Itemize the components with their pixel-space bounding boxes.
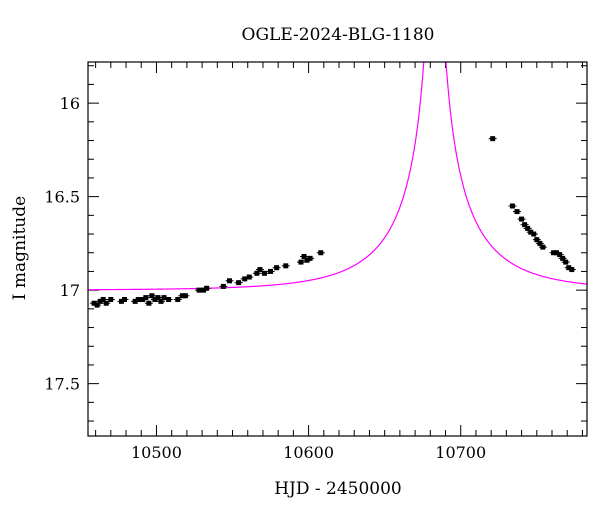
x-tick-label: 10700 [435, 443, 486, 462]
data-point [103, 300, 109, 306]
data-point [91, 300, 97, 306]
data-point [201, 287, 207, 293]
data-point [525, 225, 531, 231]
data-point [152, 296, 158, 302]
data-point [158, 298, 164, 304]
data-point [246, 274, 252, 280]
data-point [166, 296, 172, 302]
data-point [298, 259, 304, 265]
data-point [557, 252, 563, 258]
data-point [519, 216, 525, 222]
data-point [563, 259, 569, 265]
y-tick-label: 16.5 [44, 188, 80, 207]
data-point [236, 280, 242, 286]
axis-ticks [88, 62, 587, 436]
data-point [560, 255, 566, 261]
data-point [261, 270, 267, 276]
data-point [318, 250, 324, 256]
data-point [196, 287, 202, 293]
data-point [149, 293, 155, 299]
data-point [514, 209, 520, 215]
data-point [146, 300, 152, 306]
data-point [283, 263, 289, 269]
data-point [226, 278, 232, 284]
data-point [307, 255, 313, 261]
data-point [274, 265, 280, 271]
data-point [490, 136, 496, 142]
model-curve-group [88, 62, 587, 291]
data-point [522, 222, 528, 228]
data-point [97, 298, 103, 304]
data-point [569, 267, 575, 273]
y-tick-label: 16 [60, 94, 80, 113]
data-point [132, 298, 138, 304]
data-point [534, 237, 540, 243]
chart-title: OGLE-2024-BLG-1180 [242, 25, 435, 45]
data-point [268, 268, 274, 274]
data-point [528, 229, 534, 235]
data-points-group [90, 136, 576, 308]
data-point [108, 296, 114, 302]
data-point [242, 276, 248, 282]
data-point [304, 257, 310, 263]
data-point [182, 293, 188, 299]
data-point [100, 296, 106, 302]
data-point [257, 267, 263, 273]
data-point [155, 295, 161, 301]
axis-tick-labels: 10500 10600 10700 16 16.5 17 17.5 [44, 94, 486, 462]
data-point [140, 296, 146, 302]
y-tick-label: 17 [60, 281, 80, 300]
data-point [220, 283, 226, 289]
data-point [301, 253, 307, 259]
data-point [175, 296, 181, 302]
data-point [161, 295, 167, 301]
data-point [122, 296, 128, 302]
data-point [204, 285, 210, 291]
model-curve [88, 62, 587, 291]
x-tick-label: 10600 [283, 443, 334, 462]
x-tick-label: 10500 [131, 443, 182, 462]
data-point [540, 244, 546, 250]
data-point [143, 295, 149, 301]
plot-frame [87, 61, 588, 437]
data-point [94, 302, 100, 308]
y-tick-label: 17.5 [44, 375, 80, 394]
data-point [118, 298, 124, 304]
data-point [566, 265, 572, 271]
x-axis-label: HJD - 2450000 [274, 479, 402, 499]
data-point [135, 296, 141, 302]
data-point [531, 231, 537, 237]
data-point [554, 250, 560, 256]
y-axis-label: I magnitude [10, 196, 30, 300]
data-point [254, 270, 260, 276]
data-point [537, 240, 543, 246]
data-point [509, 203, 515, 209]
